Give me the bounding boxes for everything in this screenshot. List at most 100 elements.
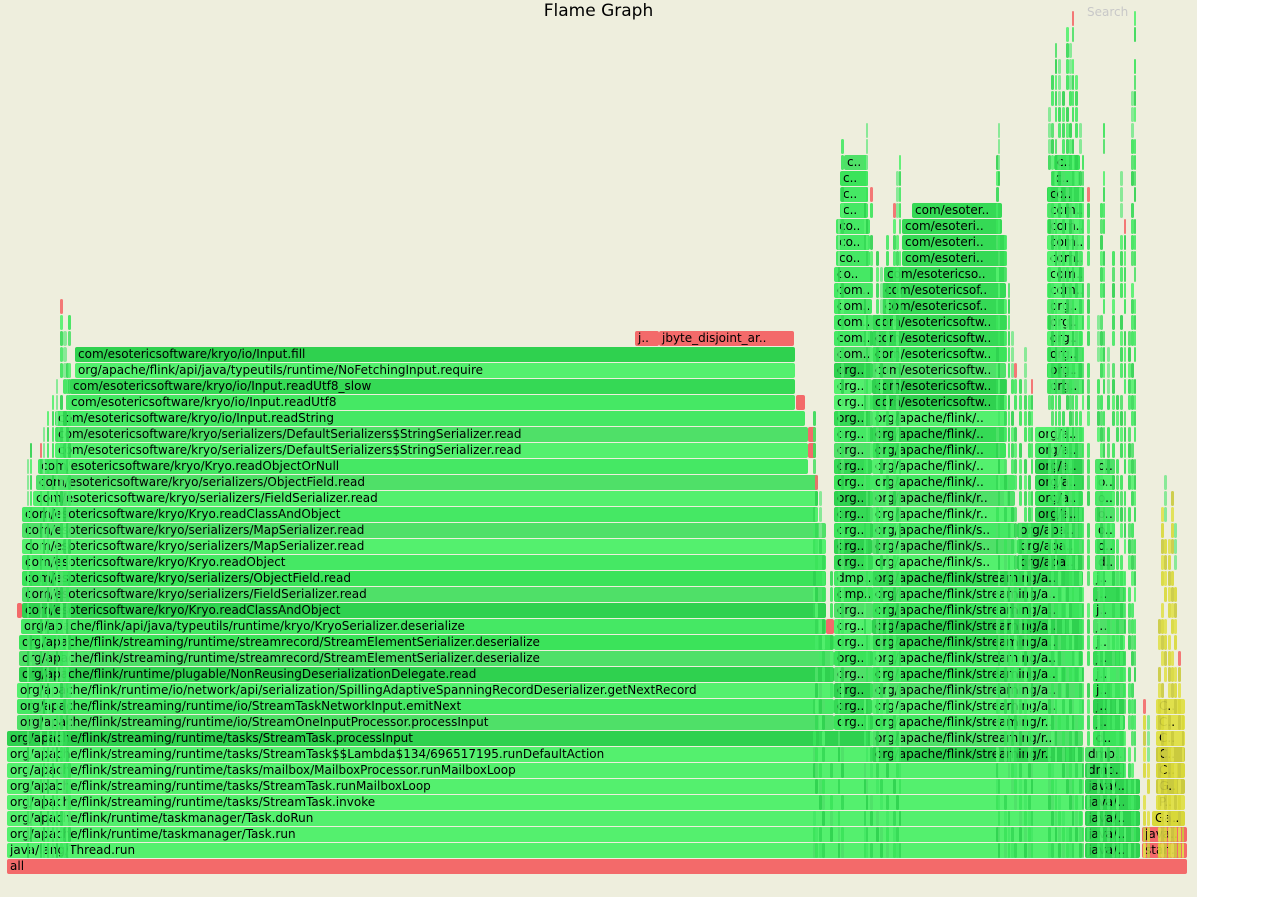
stack-frame-sliver[interactable]: [1051, 235, 1054, 250]
stack-frame-sliver[interactable]: [1100, 443, 1103, 458]
stack-frame-sliver[interactable]: [1069, 651, 1072, 666]
stack-frame-sliver[interactable]: [1116, 699, 1119, 714]
stack-frame-sliver[interactable]: [1069, 827, 1072, 842]
stack-frame-sliver[interactable]: [1112, 715, 1115, 730]
stack-frame-sliver[interactable]: [56, 571, 58, 586]
stack-frame-sliver[interactable]: [1103, 731, 1105, 746]
stack-frame-sliver[interactable]: [1031, 827, 1033, 842]
stack-frame-sliver[interactable]: [1008, 811, 1010, 826]
stack-frame-sliver[interactable]: [1120, 507, 1123, 522]
stack-frame-sliver[interactable]: [1087, 411, 1090, 426]
stack-frame-sliver[interactable]: [886, 395, 889, 410]
stack-frame-sliver[interactable]: [43, 443, 45, 458]
stack-frame-sliver[interactable]: [1134, 11, 1136, 26]
stack-frame-sliver[interactable]: [27, 795, 29, 810]
stack-frame-sliver[interactable]: [1103, 619, 1105, 634]
stack-frame-sliver[interactable]: [896, 187, 899, 202]
stack-frame-sliver[interactable]: [870, 235, 873, 250]
stack-frame-sliver[interactable]: [1128, 683, 1131, 698]
stack-frame-sliver[interactable]: [1075, 731, 1078, 746]
stack-frame-sliver[interactable]: [1011, 763, 1014, 778]
stack-frame-sliver[interactable]: [896, 315, 899, 330]
stack-frame-sliver[interactable]: [1112, 763, 1115, 778]
stack-frame-sliver[interactable]: [866, 507, 868, 522]
stack-frame-sliver[interactable]: [866, 715, 868, 730]
stack-frame-sliver[interactable]: [870, 635, 873, 650]
stack-frame-sliver[interactable]: [1120, 283, 1123, 298]
stack-frame-sliver[interactable]: [864, 459, 866, 474]
stack-frame-sliver[interactable]: [838, 507, 840, 522]
stack-frame-sliver[interactable]: [68, 603, 71, 618]
stack-frame-sliver[interactable]: [876, 539, 879, 554]
stack-frame-sliver[interactable]: [896, 747, 899, 762]
stack-frame-sliver[interactable]: [1019, 459, 1022, 474]
stack-frame-sliver[interactable]: [830, 811, 833, 826]
stack-frame-sliver[interactable]: [1134, 459, 1136, 474]
stack-frame-sliver[interactable]: [1120, 587, 1123, 602]
stack-frame-sliver[interactable]: [1024, 635, 1027, 650]
stack-frame-sliver[interactable]: [1103, 331, 1105, 346]
stack-frame-sliver[interactable]: [1048, 683, 1051, 698]
stack-frame-sliver[interactable]: [893, 699, 896, 714]
stack-frame-sliver[interactable]: [1178, 699, 1181, 714]
stack-frame-sliver[interactable]: [1019, 571, 1022, 586]
stack-frame-sliver[interactable]: [998, 795, 1000, 810]
stack-frame-sliver[interactable]: [870, 315, 873, 330]
stack-frame-sliver[interactable]: [1011, 363, 1014, 378]
stack-frame-sliver[interactable]: [870, 427, 873, 442]
stack-frame-sliver[interactable]: [1014, 699, 1017, 714]
stack-frame-sliver[interactable]: [1182, 827, 1184, 842]
stack-frame-sliver[interactable]: [1164, 635, 1167, 650]
stack-frame-sliver[interactable]: [60, 683, 63, 698]
stack-frame-sliver[interactable]: [998, 379, 1000, 394]
stack-frame-sliver[interactable]: [1112, 827, 1115, 842]
stack-frame-sliver[interactable]: [996, 171, 999, 186]
stack-frame-sliver[interactable]: [1131, 363, 1134, 378]
stack-frame-sliver[interactable]: [998, 827, 1000, 842]
stack-frame-sliver[interactable]: [876, 459, 879, 474]
stack-frame-sliver[interactable]: [1055, 411, 1057, 426]
stack-frame-sliver[interactable]: [880, 683, 883, 698]
stack-frame-sliver[interactable]: [1120, 427, 1123, 442]
stack-frame-sliver[interactable]: [1107, 587, 1110, 602]
stack-frame-sliver[interactable]: [866, 827, 868, 842]
stack-frame-sliver[interactable]: [43, 475, 45, 490]
stack-frame-sliver[interactable]: [40, 619, 42, 634]
stack-frame-sliver[interactable]: [1058, 507, 1061, 522]
stack-frame-sliver[interactable]: [1128, 699, 1131, 714]
stack-frame-sliver[interactable]: [1164, 619, 1167, 634]
stack-frame-sliver[interactable]: [1087, 651, 1090, 666]
stack-frame-sliver[interactable]: [1031, 443, 1033, 458]
stack-frame-sliver[interactable]: [1164, 779, 1167, 794]
stack-frame-sliver[interactable]: [876, 667, 879, 682]
stack-frame-sliver[interactable]: [1019, 731, 1022, 746]
stack-frame-sliver[interactable]: [1161, 699, 1164, 714]
stack-frame-sliver[interactable]: [63, 699, 67, 714]
stack-frame-sliver[interactable]: [1131, 603, 1134, 618]
stack-frame-sliver[interactable]: [1079, 443, 1082, 458]
stack-frame-sliver[interactable]: [1161, 715, 1164, 730]
stack-frame-sliver[interactable]: [52, 811, 54, 826]
stack-frame-sliver[interactable]: [866, 379, 868, 394]
stack-frame-sliver[interactable]: [1048, 619, 1051, 634]
stack-frame-sliver[interactable]: [1066, 427, 1069, 442]
stack-frame-sliver[interactable]: [1143, 699, 1146, 714]
stack-frame-sliver[interactable]: [1055, 715, 1057, 730]
stack-frame-sliver[interactable]: [1134, 555, 1136, 570]
stack-frame-sliver[interactable]: [1048, 603, 1051, 618]
stack-frame-sliver[interactable]: [1124, 571, 1126, 586]
stack-frame-sliver[interactable]: [1178, 763, 1181, 778]
stack-frame-sliver[interactable]: [1116, 747, 1119, 762]
stack-frame-sliver[interactable]: [1103, 571, 1105, 586]
stack-frame-sliver[interactable]: [1062, 619, 1065, 634]
stack-frame-sliver[interactable]: [1075, 763, 1078, 778]
stack-frame-sliver[interactable]: [27, 843, 29, 858]
stack-frame-sliver[interactable]: [1147, 811, 1150, 826]
stack-frame-sliver[interactable]: [996, 539, 999, 554]
stack-frame-sliver[interactable]: [63, 347, 67, 362]
stack-frame-sliver[interactable]: [1051, 75, 1054, 90]
stack-frame[interactable]: org/apache/flink/runtime/taskmanager/Tas…: [7, 827, 1083, 842]
stack-frame-sliver[interactable]: [1066, 203, 1069, 218]
stack-frame-sliver[interactable]: [1058, 203, 1061, 218]
stack-frame-sliver[interactable]: [1120, 683, 1123, 698]
